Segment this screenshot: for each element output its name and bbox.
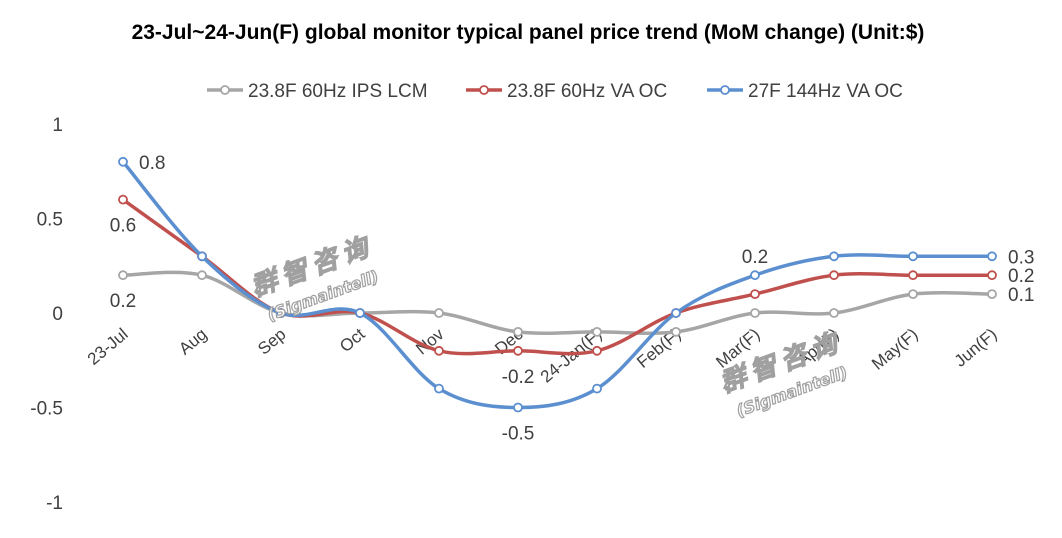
data-point	[987, 289, 997, 300]
data-point	[987, 270, 997, 281]
legend-item: 23.8F 60Hz VA OC	[466, 81, 667, 102]
data-point	[513, 326, 523, 337]
x-tick-label: May(F)	[868, 325, 921, 374]
legend-item: 23.8F 60Hz IPS LCM	[207, 81, 428, 102]
y-tick-label: 0	[52, 304, 63, 325]
data-point	[513, 402, 523, 413]
data-point	[829, 251, 839, 262]
x-tick-label: 23-Jul	[84, 325, 132, 369]
data-point	[750, 289, 760, 300]
data-label: 0.2	[742, 247, 768, 268]
chart-title: 23-Jul~24-Jun(F) global monitor typical …	[132, 21, 925, 44]
legend-item: 27F 144Hz VA OC	[707, 81, 903, 102]
data-point	[987, 251, 997, 262]
data-labels: 0.2 0.10.6-0.20.20.8-0.50.2 0.3	[110, 153, 1035, 445]
data-point	[197, 251, 207, 262]
data-point	[592, 345, 602, 356]
legend: 23.8F 60Hz IPS LCM 23.8F 60Hz VA OC 27F 14…	[207, 81, 903, 102]
data-point	[829, 308, 839, 318]
data-point	[671, 326, 681, 337]
x-tick-label: Oct	[336, 324, 369, 356]
data-point	[118, 156, 128, 167]
x-tick-label: Aug	[175, 325, 210, 359]
data-point	[592, 326, 602, 337]
legend-label: 23.8F 60Hz VA OC	[507, 81, 667, 102]
data-point	[118, 194, 128, 205]
series-group	[118, 156, 997, 413]
data-point	[750, 308, 760, 318]
legend-marker	[720, 85, 730, 95]
data-point	[671, 308, 681, 318]
data-label: -0.2	[502, 367, 535, 388]
y-tick-label: 1	[52, 115, 63, 136]
x-tick-label: Jun(F)	[951, 325, 1001, 371]
data-point	[592, 383, 602, 394]
data-label: 0.2	[1008, 266, 1034, 287]
data-point	[434, 345, 444, 356]
y-tick-label: -0.5	[30, 399, 63, 420]
legend-label: 23.8F 60Hz IPS LCM	[248, 81, 428, 102]
series-3	[118, 156, 997, 413]
data-point	[829, 270, 839, 281]
x-tick-label: Sep	[254, 325, 289, 359]
data-point	[908, 289, 918, 300]
data-point	[513, 345, 523, 356]
data-label: -0.5	[502, 424, 535, 445]
data-point	[434, 308, 444, 318]
y-tick-label: -1	[46, 493, 63, 514]
data-label: 0.8	[139, 153, 165, 174]
data-label: 0.6	[110, 216, 136, 237]
y-tick-label: 0.5	[37, 210, 63, 231]
legend-marker	[220, 85, 230, 95]
data-point	[434, 383, 444, 394]
data-point	[750, 270, 760, 281]
data-point	[118, 270, 128, 281]
data-point	[355, 308, 365, 318]
data-point	[908, 251, 918, 262]
legend-marker	[479, 85, 489, 95]
data-point	[197, 270, 207, 281]
data-point	[276, 308, 286, 318]
data-label: 0.2	[110, 291, 136, 312]
legend-label: 27F 144Hz VA OC	[748, 81, 903, 102]
data-label: 0.3	[1008, 247, 1034, 268]
data-label: 0.1	[1008, 285, 1034, 306]
data-point	[908, 270, 918, 281]
y-axis: 1 0.5 0 -0.5 -1	[30, 115, 63, 514]
